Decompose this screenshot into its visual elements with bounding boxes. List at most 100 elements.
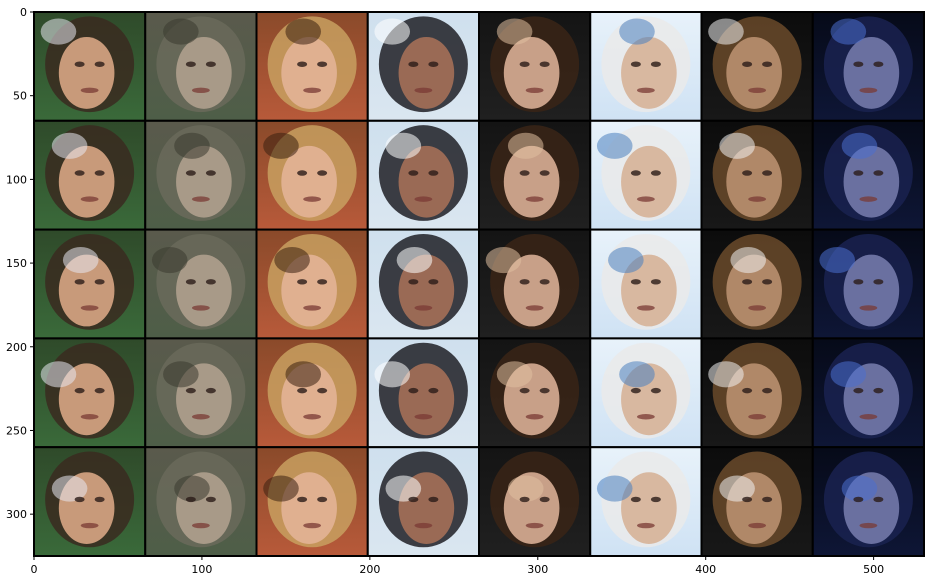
eye-region [95,62,105,67]
mouth-region [192,305,210,310]
mouth-region [637,196,655,201]
mouth-region [81,523,99,528]
face-region [176,37,232,109]
texture-blotch [719,133,755,159]
mouth-region [748,305,766,310]
image-tile [145,447,256,556]
mouth-region [526,523,544,528]
mouth-region [414,196,432,201]
y-tick-label: 50 [13,90,27,103]
eye-region [317,497,327,502]
x-tick-label: 400 [695,563,716,576]
image-tile [368,121,479,230]
texture-blotch [374,361,410,387]
texture-blotch [508,133,544,159]
mouth-region [859,523,877,528]
y-axis: 050100150200250300 [6,6,34,521]
image-tile [368,338,479,447]
texture-blotch [486,247,522,273]
eye-region [186,279,196,284]
mouth-region [81,305,99,310]
face-region [844,37,900,109]
eye-region [853,170,863,175]
eye-region [631,497,641,502]
eye-region [631,279,641,284]
eye-region [186,497,196,502]
mouth-region [414,88,432,93]
eye-region [186,62,196,67]
eye-region [408,497,418,502]
mouth-region [748,88,766,93]
eye-region [762,497,772,502]
texture-blotch [619,361,655,387]
x-tick-label: 500 [863,563,884,576]
eye-region [297,279,307,284]
mouth-region [526,88,544,93]
y-tick-label: 0 [20,6,27,19]
eye-region [520,170,530,175]
image-tile [813,447,924,556]
texture-blotch [597,475,633,501]
face-region [59,37,115,109]
y-tick-label: 300 [6,508,27,521]
image-tile [479,230,590,339]
eye-region [520,62,530,67]
eye-region [631,388,641,393]
mouth-region [526,305,544,310]
eye-region [297,388,307,393]
image-tiles [34,12,924,556]
image-tile [257,447,368,556]
texture-blotch [285,19,321,45]
image-tile [813,12,924,121]
texture-blotch [708,361,744,387]
image-tile [479,447,590,556]
x-tick-label: 200 [359,563,380,576]
y-tick-label: 250 [6,424,27,437]
texture-blotch [152,247,188,273]
x-tick-label: 300 [527,563,548,576]
eye-region [742,497,752,502]
image-tile [702,121,813,230]
y-tick-label: 100 [6,173,27,186]
mouth-region [859,414,877,419]
eye-region [651,62,661,67]
mouth-region [192,196,210,201]
texture-blotch [819,247,855,273]
texture-blotch [608,247,644,273]
image-tile [590,230,701,339]
eye-region [408,62,418,67]
eye-region [762,279,772,284]
image-tile [145,230,256,339]
texture-blotch [285,361,321,387]
mouth-region [748,196,766,201]
image-tile [145,121,256,230]
eye-region [540,279,550,284]
mouth-region [526,414,544,419]
eye-region [540,62,550,67]
mouth-region [192,523,210,528]
eye-region [631,62,641,67]
texture-blotch [619,19,655,45]
eye-region [317,388,327,393]
mouth-region [637,414,655,419]
eye-region [317,62,327,67]
eye-region [297,170,307,175]
eye-region [540,497,550,502]
mouth-region [303,305,321,310]
eye-region [317,279,327,284]
image-tile [34,12,145,121]
eye-region [873,170,883,175]
mouth-region [859,305,877,310]
image-tile [590,121,701,230]
image-tile [257,121,368,230]
mouth-region [748,523,766,528]
eye-region [873,497,883,502]
texture-blotch [163,19,199,45]
texture-blotch [708,19,744,45]
image-tile [34,121,145,230]
eye-region [408,170,418,175]
x-tick-label: 100 [191,563,212,576]
face-region [399,37,455,109]
image-tile [479,338,590,447]
